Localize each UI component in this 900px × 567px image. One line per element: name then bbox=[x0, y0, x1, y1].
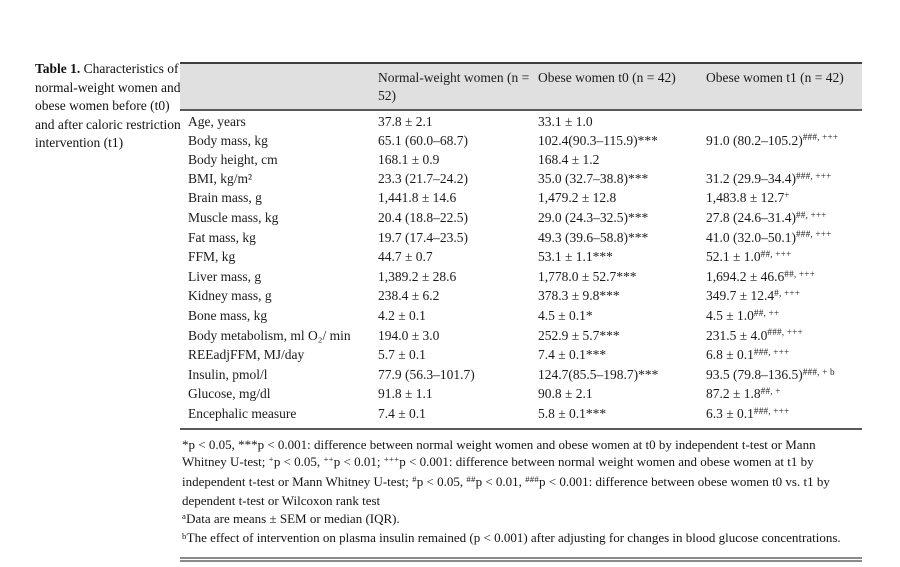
row-label: Body height, cm bbox=[188, 152, 278, 168]
cell-normal-weight: 7.4 ± 0.1 bbox=[378, 405, 426, 421]
table-row: Kidney mass, g 238.4 ± 6.2 378.3 ± 9.8*** 3… bbox=[180, 287, 862, 307]
header-obese-women-t0: Obese women t0 (n = 42) bbox=[538, 70, 676, 85]
cell-normal-weight: 1,389.2 ± 28.6 bbox=[378, 268, 457, 284]
cell-normal-weight: 91.8 ± 1.1 bbox=[378, 386, 433, 402]
header-obese-women-t1: Obese women t1 (n = 42) bbox=[706, 70, 844, 85]
cell-obese-t1: 231.5 ± 4.0###, +++ bbox=[706, 327, 803, 343]
cell-obese-t1: 93.5 (79.8–136.5)###, + b bbox=[706, 366, 835, 382]
cell-obese-t1: 4.5 ± 1.0##, ++ bbox=[706, 307, 780, 323]
row-label: Muscle mass, kg bbox=[188, 209, 279, 225]
cell-obese-t0: 90.8 ± 2.1 bbox=[538, 386, 593, 402]
table-row: REEadjFFM, MJ/day 5.7 ± 0.1 7.4 ± 0.1*** 6.… bbox=[180, 346, 862, 366]
cell-obese-t0: 29.0 (24.3–32.5)*** bbox=[538, 209, 649, 225]
cell-obese-t0: 33.1 ± 1.0 bbox=[538, 114, 593, 129]
table-row: Body metabolism, ml O₂/ min 194.0 ± 3.0 25… bbox=[180, 327, 862, 347]
table-row: Body height, cm 168.1 ± 0.9 168.4 ± 1.2 bbox=[180, 151, 862, 170]
row-label: FFM, kg bbox=[188, 249, 236, 265]
cell-normal-weight: 20.4 (18.8–22.5) bbox=[378, 209, 468, 225]
row-label: Body mass, kg bbox=[188, 132, 268, 148]
cell-normal-weight: 5.7 ± 0.1 bbox=[378, 347, 426, 363]
row-label: REEadjFFM, MJ/day bbox=[188, 347, 305, 363]
cell-normal-weight: 65.1 (60.0–68.7) bbox=[378, 132, 468, 148]
header-normal-weight-women: Normal-weight women (n = 52) bbox=[378, 70, 530, 103]
cell-obese-t0: 1,778.0 ± 52.7*** bbox=[538, 268, 637, 284]
cell-obese-t1: 31.2 (29.9–34.4)###, +++ bbox=[706, 170, 832, 186]
cell-obese-t1: 52.1 ± 1.0##, +++ bbox=[706, 249, 792, 265]
cell-obese-t1: 6.8 ± 0.1###, +++ bbox=[706, 347, 790, 363]
table-row: Muscle mass, kg 20.4 (18.8–22.5) 29.0 (24.… bbox=[180, 209, 862, 229]
cell-obese-t1: 6.3 ± 0.1###, +++ bbox=[706, 405, 790, 421]
caption-label: Table 1. bbox=[35, 61, 81, 76]
table-row: FFM, kg 44.7 ± 0.7 53.1 ± 1.1*** 52.1 ± 1.0… bbox=[180, 248, 862, 268]
cell-normal-weight: 77.9 (56.3–101.7) bbox=[378, 366, 475, 382]
row-label: Brain mass, g bbox=[188, 190, 262, 206]
cell-obese-t0: 102.4(90.3–115.9)*** bbox=[538, 132, 658, 148]
cell-obese-t1: 1,694.2 ± 46.6##, +++ bbox=[706, 268, 815, 284]
table-row: Fat mass, kg 19.7 (17.4–23.5) 49.3 (39.6–5… bbox=[180, 229, 862, 249]
table-row: BMI, kg/m² 23.3 (21.7–24.2) 35.0 (32.7–38.… bbox=[180, 170, 862, 190]
table-row: Glucose, mg/dl 91.8 ± 1.1 90.8 ± 2.1 87.2 ±… bbox=[180, 385, 862, 405]
table-row: Insulin, pmol/l 77.9 (56.3–101.7) 124.7(85… bbox=[180, 366, 862, 386]
cell-obese-t1: 87.2 ± 1.8##, + bbox=[706, 386, 781, 402]
table-row: Liver mass, g 1,389.2 ± 28.6 1,778.0 ± 52.… bbox=[180, 268, 862, 288]
table-header-row: Normal-weight women (n = 52) Obese women… bbox=[180, 64, 862, 111]
cell-obese-t1 bbox=[706, 113, 862, 132]
table-row: Age, years 37.8 ± 2.1 33.1 ± 1.0 bbox=[180, 113, 862, 132]
cell-obese-t0: 378.3 ± 9.8*** bbox=[538, 288, 620, 304]
footnote: bThe effect of intervention on plasma in… bbox=[182, 530, 841, 546]
cell-obese-t1: 349.7 ± 12.4#, +++ bbox=[706, 288, 801, 304]
cell-obese-t0: 49.3 (39.6–58.8)*** bbox=[538, 229, 649, 245]
cell-obese-t0: 4.5 ± 0.1* bbox=[538, 307, 593, 323]
characteristics-table: Normal-weight women (n = 52) Obese women… bbox=[180, 62, 862, 563]
cell-obese-t1: 27.8 (24.6–31.4)##, +++ bbox=[706, 209, 827, 225]
cell-normal-weight: 1,441.8 ± 14.6 bbox=[378, 190, 457, 206]
row-label: Insulin, pmol/l bbox=[188, 366, 268, 382]
row-label: Kidney mass, g bbox=[188, 288, 272, 304]
table-row: Bone mass, kg 4.2 ± 0.1 4.5 ± 0.1* 4.5 ± 1.… bbox=[180, 307, 862, 327]
cell-obese-t1: 41.0 (32.0–50.1)###, +++ bbox=[706, 229, 832, 245]
row-label: Encephalic measure bbox=[188, 405, 297, 421]
cell-obese-t0: 168.4 ± 1.2 bbox=[538, 152, 600, 168]
cell-normal-weight: 194.0 ± 3.0 bbox=[378, 327, 440, 343]
row-label: BMI, kg/m² bbox=[188, 170, 253, 186]
table-caption: Table 1. Characteristics of normal-weigh… bbox=[35, 60, 181, 153]
cell-normal-weight: 37.8 ± 2.1 bbox=[378, 114, 433, 129]
cell-normal-weight: 168.1 ± 0.9 bbox=[378, 152, 440, 168]
table-row: Encephalic measure 7.4 ± 0.1 5.8 ± 0.1*** 6… bbox=[180, 405, 862, 425]
cell-obese-t0: 1,479.2 ± 12.8 bbox=[538, 190, 617, 206]
cell-obese-t1 bbox=[706, 151, 862, 170]
table-row: Brain mass, g 1,441.8 ± 14.6 1,479.2 ± 12.… bbox=[180, 189, 862, 209]
cell-obese-t1: 1,483.8 ± 12.7+ bbox=[706, 190, 790, 206]
row-label: Body metabolism, ml O₂/ min bbox=[188, 327, 351, 343]
caption-text: Characteristics of normal-weight women a… bbox=[35, 61, 181, 151]
cell-obese-t0: 252.9 ± 5.7*** bbox=[538, 327, 620, 343]
footnote: *p < 0.05, ***p < 0.001: difference betw… bbox=[182, 436, 830, 509]
cell-obese-t0: 124.7(85.5–198.7)*** bbox=[538, 366, 659, 382]
cell-obese-t0: 53.1 ± 1.1*** bbox=[538, 249, 613, 265]
table-row: Body mass, kg 65.1 (60.0–68.7) 102.4(90.3–… bbox=[180, 132, 862, 152]
cell-normal-weight: 44.7 ± 0.7 bbox=[378, 249, 433, 265]
row-label: Age, years bbox=[188, 114, 246, 129]
cell-normal-weight: 19.7 (17.4–23.5) bbox=[378, 229, 468, 245]
cell-normal-weight: 23.3 (21.7–24.2) bbox=[378, 170, 468, 186]
table-body: Age, years 37.8 ± 2.1 33.1 ± 1.0 Body mass,… bbox=[180, 111, 862, 430]
footnote: aData are means ± SEM or median (IQR). bbox=[182, 510, 400, 526]
cell-normal-weight: 238.4 ± 6.2 bbox=[378, 288, 440, 304]
cell-obese-t0: 7.4 ± 0.1*** bbox=[538, 347, 607, 363]
header-empty-cell bbox=[180, 69, 378, 104]
cell-normal-weight: 4.2 ± 0.1 bbox=[378, 307, 426, 323]
row-label: Fat mass, kg bbox=[188, 229, 256, 245]
cell-obese-t0: 35.0 (32.7–38.8)*** bbox=[538, 170, 649, 186]
cell-obese-t0: 5.8 ± 0.1*** bbox=[538, 405, 607, 421]
table-footnotes: *p < 0.05, ***p < 0.001: difference betw… bbox=[180, 430, 862, 558]
row-label: Glucose, mg/dl bbox=[188, 386, 271, 402]
row-label: Bone mass, kg bbox=[188, 307, 268, 323]
row-label: Liver mass, g bbox=[188, 268, 262, 284]
cell-obese-t1: 91.0 (80.2–105.2)###, +++ bbox=[706, 132, 839, 148]
